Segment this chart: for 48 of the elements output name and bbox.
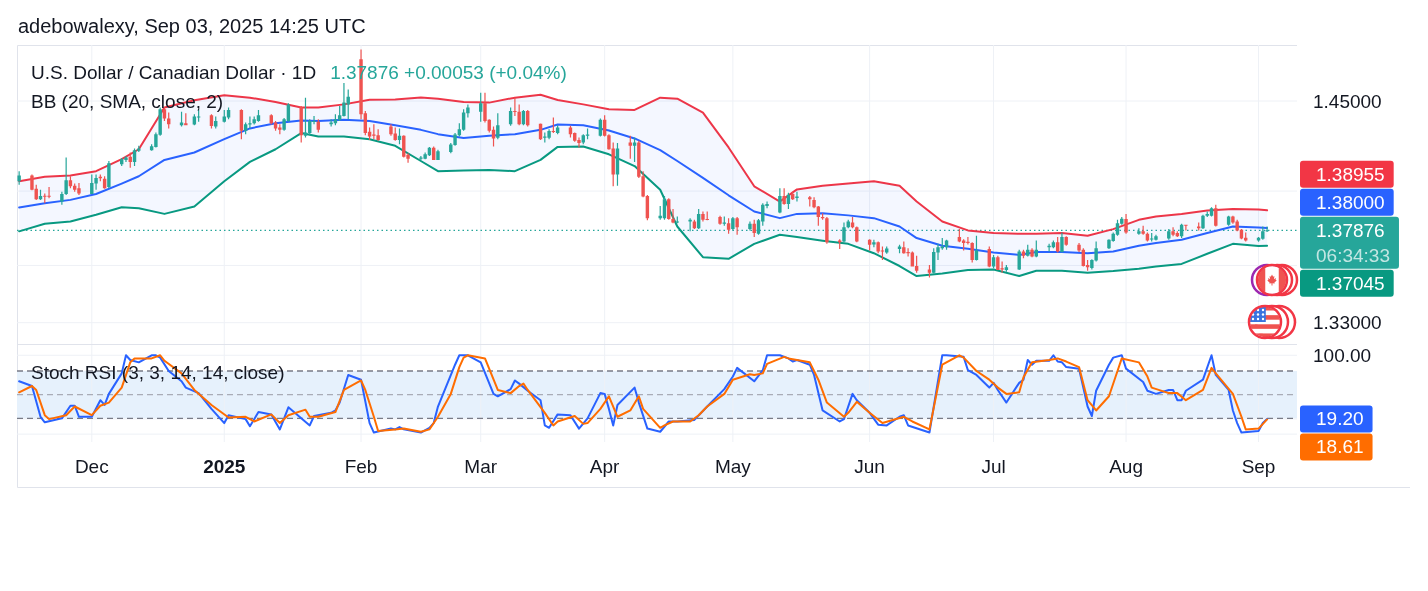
text: 1.37045 [1316, 272, 1385, 294]
candlestick [1141, 225, 1145, 235]
candlestick [124, 155, 128, 162]
x-tick-label: 2025 [203, 455, 246, 477]
candlestick [671, 209, 675, 224]
candlestick [543, 132, 547, 143]
x-tick-label: Sep [1241, 455, 1276, 477]
candlestick [94, 174, 98, 190]
y-tick-label: 19.20 [1316, 408, 1364, 430]
text: 06:34:33 [1316, 244, 1390, 266]
x-tick-label: Mar [464, 455, 498, 477]
text: 1.38000 [1316, 191, 1385, 213]
text: adebowalexy, Sep 03, 2025 14:25 UTC [18, 15, 366, 37]
candlestick [77, 183, 81, 195]
candlestick [1137, 228, 1141, 235]
candlestick [342, 83, 346, 117]
candlestick [1124, 213, 1128, 234]
candlestick [795, 191, 799, 202]
x-tick-label: Jul [981, 455, 1006, 477]
candlestick [718, 215, 722, 225]
y-tick-label: 1.45000 [1313, 90, 1382, 112]
x-tick-label: May [714, 455, 752, 477]
candlestick [812, 197, 816, 209]
x-tick-label: Jun [854, 455, 885, 477]
x-tick-label: Aug [1109, 455, 1143, 477]
candlestick [577, 137, 581, 148]
candlestick [1030, 248, 1034, 258]
candlestick [47, 187, 51, 199]
candlestick [547, 129, 551, 140]
candlestick [248, 116, 252, 129]
candlestick [701, 211, 705, 222]
line-series [18, 132, 1269, 278]
x-tick-label: Dec [74, 455, 109, 477]
x-tick-label: Apr [589, 455, 621, 477]
candlestick [1154, 234, 1158, 241]
y-tick-label: 1.33000 [1313, 312, 1382, 334]
candlestick [1077, 243, 1081, 252]
text: U.S. Dollar / Canadian Dollar · 1D [31, 61, 317, 83]
line-series [18, 93, 1269, 237]
candlestick [436, 149, 440, 160]
text: 1.38955 [1316, 163, 1385, 185]
x-tick-label: Feb [344, 455, 378, 477]
line-series [18, 118, 1269, 256]
candlestick [1171, 227, 1175, 237]
ref-line-label: 1.37876 [1316, 219, 1385, 241]
text: 18.61 [1316, 436, 1364, 458]
y-tick-label: 100.00 [1313, 344, 1372, 366]
candlestick [60, 191, 64, 205]
